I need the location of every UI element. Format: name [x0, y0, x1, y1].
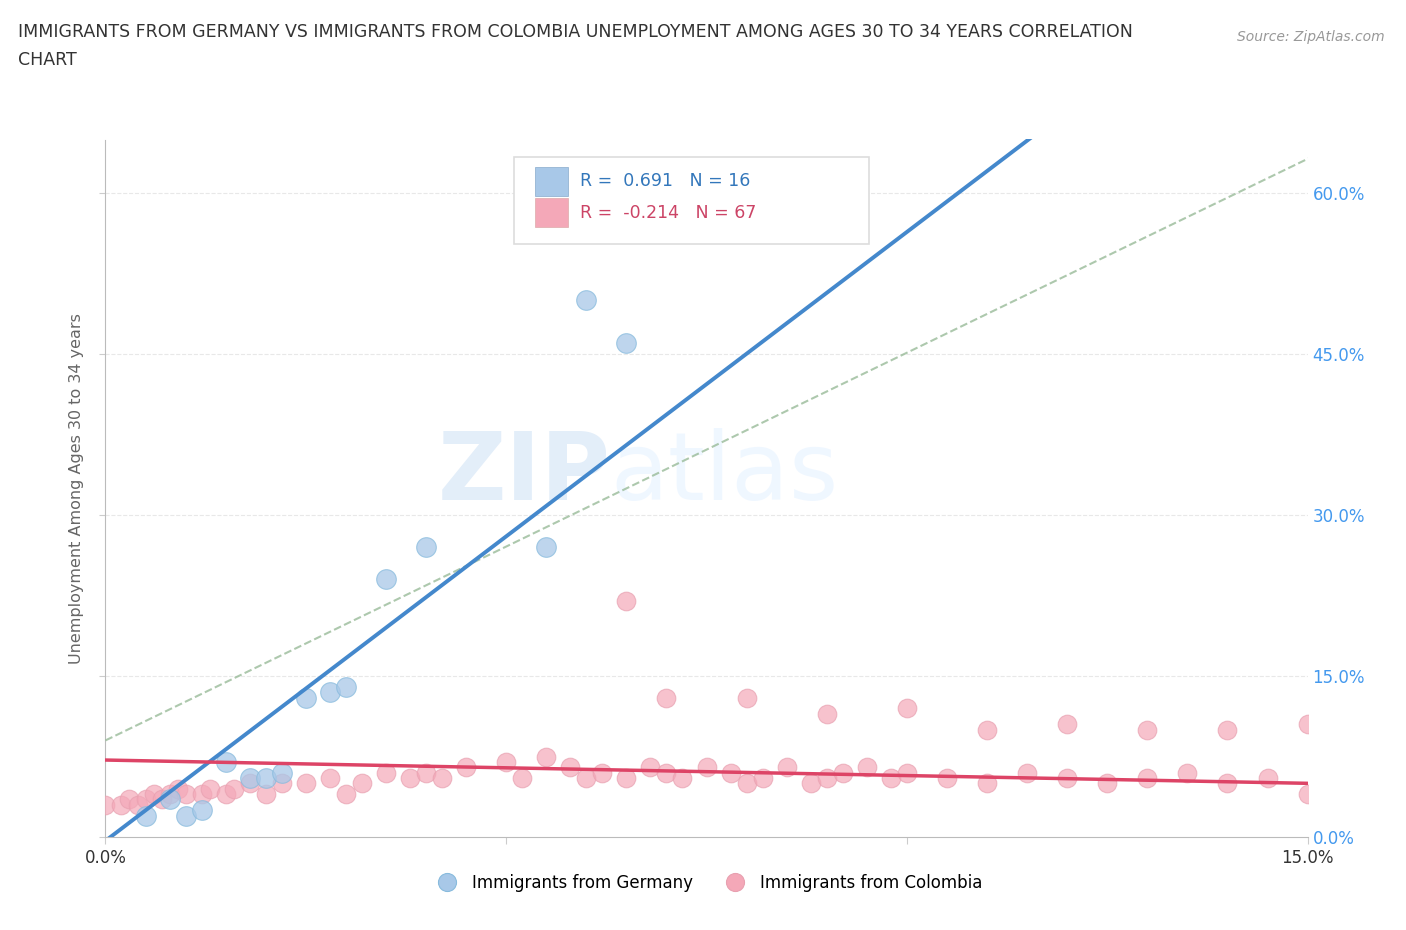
Point	[1056, 717, 1078, 732]
Point	[1136, 723, 1159, 737]
Text: Source: ZipAtlas.com: Source: ZipAtlas.com	[1237, 30, 1385, 44]
Point	[239, 771, 262, 786]
Point	[560, 760, 582, 775]
Point	[254, 771, 277, 786]
Point	[534, 539, 557, 554]
Legend: Immigrants from Germany, Immigrants from Colombia: Immigrants from Germany, Immigrants from…	[425, 867, 988, 898]
Point	[159, 787, 181, 802]
Text: ZIP: ZIP	[437, 429, 610, 520]
Point	[815, 706, 838, 721]
Point	[118, 792, 141, 807]
Point	[735, 690, 758, 705]
Text: atlas: atlas	[610, 429, 838, 520]
Point	[655, 690, 678, 705]
Point	[319, 684, 342, 699]
Text: CHART: CHART	[18, 51, 77, 69]
Point	[616, 771, 638, 786]
Point	[214, 754, 236, 769]
Point	[1216, 723, 1239, 737]
Point	[190, 803, 212, 817]
Point	[1177, 765, 1199, 780]
Point	[671, 771, 693, 786]
Point	[735, 776, 758, 790]
Point	[696, 760, 718, 775]
Point	[239, 776, 262, 790]
Point	[415, 765, 437, 780]
Point	[135, 808, 157, 823]
Point	[1017, 765, 1039, 780]
FancyBboxPatch shape	[534, 198, 568, 228]
Point	[815, 771, 838, 786]
Point	[510, 771, 533, 786]
Point	[319, 771, 342, 786]
Point	[575, 293, 598, 308]
Point	[1136, 771, 1159, 786]
Point	[896, 765, 918, 780]
Point	[976, 776, 998, 790]
Point	[94, 797, 117, 812]
Point	[430, 771, 453, 786]
Y-axis label: Unemployment Among Ages 30 to 34 years: Unemployment Among Ages 30 to 34 years	[69, 312, 84, 664]
Point	[495, 754, 517, 769]
Point	[335, 679, 357, 694]
Point	[616, 336, 638, 351]
Point	[350, 776, 373, 790]
Point	[270, 776, 292, 790]
Point	[150, 792, 173, 807]
Point	[751, 771, 773, 786]
Point	[142, 787, 165, 802]
Point	[1097, 776, 1119, 790]
Point	[454, 760, 477, 775]
Point	[270, 765, 292, 780]
Point	[655, 765, 678, 780]
Point	[855, 760, 877, 775]
FancyBboxPatch shape	[534, 166, 568, 196]
Point	[374, 572, 398, 587]
Point	[374, 765, 398, 780]
Point	[1056, 771, 1078, 786]
Point	[110, 797, 132, 812]
Point	[936, 771, 959, 786]
Point	[616, 593, 638, 608]
Point	[174, 808, 197, 823]
Point	[640, 760, 662, 775]
Point	[295, 690, 318, 705]
Point	[415, 539, 437, 554]
Point	[166, 781, 188, 796]
Point	[1216, 776, 1239, 790]
Point	[831, 765, 853, 780]
Point	[174, 787, 197, 802]
Point	[976, 723, 998, 737]
Point	[335, 787, 357, 802]
Point	[135, 792, 157, 807]
Point	[591, 765, 613, 780]
Point	[776, 760, 799, 775]
Point	[1257, 771, 1279, 786]
Point	[720, 765, 742, 780]
Point	[534, 749, 557, 764]
Point	[127, 797, 149, 812]
Text: IMMIGRANTS FROM GERMANY VS IMMIGRANTS FROM COLOMBIA UNEMPLOYMENT AMONG AGES 30 T: IMMIGRANTS FROM GERMANY VS IMMIGRANTS FR…	[18, 23, 1133, 41]
Point	[896, 701, 918, 716]
Point	[399, 771, 422, 786]
Point	[575, 771, 598, 786]
Point	[190, 787, 212, 802]
Point	[254, 787, 277, 802]
Point	[214, 787, 236, 802]
Point	[1296, 787, 1319, 802]
Point	[198, 781, 221, 796]
Point	[295, 776, 318, 790]
FancyBboxPatch shape	[515, 157, 869, 245]
Text: R =  -0.214   N = 67: R = -0.214 N = 67	[581, 204, 756, 221]
Point	[1296, 717, 1319, 732]
Text: R =  0.691   N = 16: R = 0.691 N = 16	[581, 172, 751, 191]
Point	[222, 781, 245, 796]
Point	[159, 792, 181, 807]
Point	[800, 776, 823, 790]
Point	[880, 771, 903, 786]
